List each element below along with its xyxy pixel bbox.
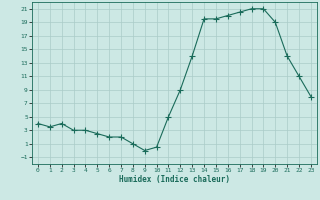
X-axis label: Humidex (Indice chaleur): Humidex (Indice chaleur): [119, 175, 230, 184]
